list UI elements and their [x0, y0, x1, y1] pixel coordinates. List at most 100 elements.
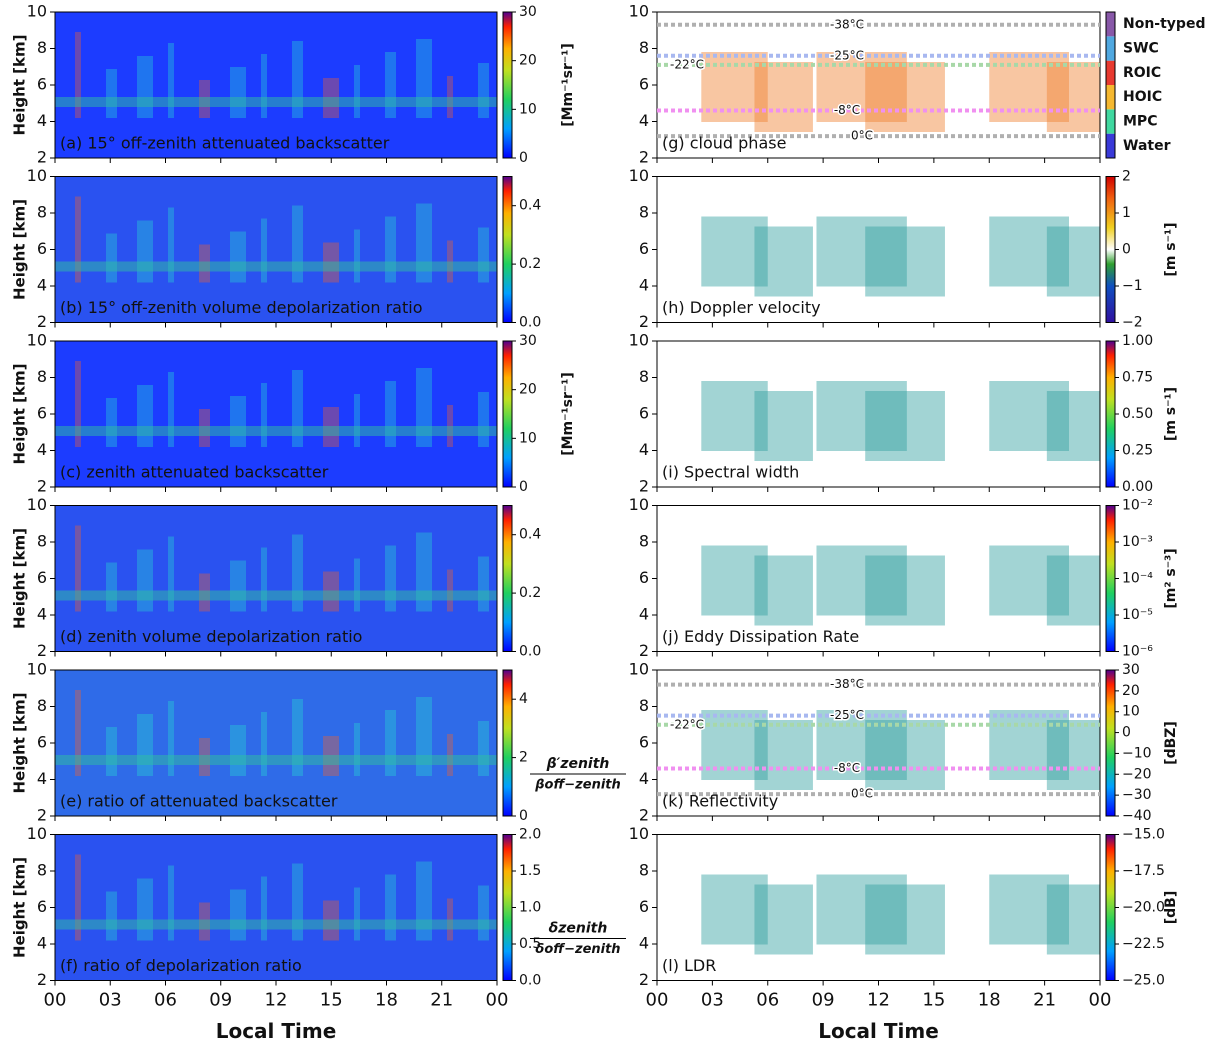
category-swatch	[1106, 85, 1115, 110]
colorbar-tick-label: −17.5	[1122, 863, 1165, 879]
colorbar-tick-label: 4	[519, 691, 528, 707]
y-tick-label: 8	[37, 38, 47, 57]
texture	[354, 723, 360, 776]
texture	[816, 381, 907, 451]
texture	[1046, 226, 1100, 297]
colorbar-tick-label: 10	[519, 430, 537, 446]
y-tick-label: 10	[629, 2, 649, 21]
texture	[292, 205, 303, 283]
isotherm-label: -22°C	[670, 57, 704, 71]
texture	[75, 32, 81, 118]
texture	[168, 536, 174, 612]
y-tick-label: 2	[639, 148, 649, 167]
x-tick-label: 21	[430, 990, 453, 1011]
y-tick-label: 8	[639, 203, 649, 222]
y-tick-label: 4	[639, 934, 649, 953]
texture	[1046, 884, 1100, 955]
y-tick-label: 10	[629, 660, 649, 679]
y-tick-label: 8	[639, 696, 649, 715]
colorbar-tick-label: 0.00	[1122, 479, 1153, 495]
texture	[354, 394, 360, 447]
y-tick-label: 6	[639, 568, 649, 587]
colorbar-tick-label: 1	[1122, 205, 1131, 221]
x-tick-label: 00	[486, 990, 509, 1011]
texture	[55, 919, 497, 930]
isotherm-label: 0°C	[851, 129, 873, 143]
colorbar-tick-label: 2.0	[519, 827, 541, 843]
plot-background	[657, 505, 1100, 652]
texture	[292, 41, 303, 118]
y-tick-label: 2	[37, 477, 47, 496]
colorbar-tick-label: 1.00	[1122, 333, 1153, 349]
texture	[1046, 555, 1100, 626]
texture	[55, 426, 497, 436]
x-tick-label: 12	[265, 990, 288, 1011]
texture	[106, 69, 117, 118]
x-tick-label: 15	[320, 990, 343, 1011]
y-tick-label: 6	[37, 239, 47, 258]
colorbar	[502, 505, 513, 652]
texture	[754, 555, 813, 626]
texture	[816, 874, 907, 945]
colorbar-tick-label: 20	[519, 53, 537, 69]
y-tick-label: 2	[639, 477, 649, 496]
category-label: MPC	[1123, 114, 1157, 130]
x-tick-label: 00	[646, 990, 669, 1011]
category-swatch	[1106, 60, 1115, 85]
texture	[385, 52, 396, 118]
plot-background	[55, 670, 497, 816]
y-tick-label: 4	[639, 111, 649, 130]
colorbar	[502, 11, 513, 159]
texture	[137, 385, 153, 447]
texture	[816, 216, 907, 287]
colorbar-tick-label: 0.4	[519, 198, 541, 214]
y-tick-label: 6	[639, 733, 649, 752]
texture	[701, 874, 768, 945]
panel-label: (d) zenith volume depolarization ratio	[60, 627, 362, 646]
colorbar	[1105, 834, 1116, 981]
texture	[106, 233, 117, 283]
colorbar-tick-label: 0	[1122, 242, 1131, 258]
colorbar-tick-label: 0.50	[1122, 406, 1153, 422]
texture	[75, 690, 81, 776]
y-axis-label: Height [km]	[11, 693, 29, 794]
colorbar-tick-label: 0.4	[519, 527, 541, 543]
panel-label: (e) ratio of attenuated backscatter	[60, 792, 338, 811]
y-axis-label: Height [km]	[11, 857, 29, 958]
y-axis-label: Height [km]	[11, 35, 29, 136]
y-tick-label: 4	[639, 440, 649, 459]
texture	[354, 558, 360, 612]
colorbar-tick-label: 10⁻⁵	[1122, 607, 1153, 623]
colorbar-tick-label: 1.0	[519, 900, 541, 916]
plot-background	[55, 834, 497, 981]
colorbar-label: [m² s⁻³]	[1163, 548, 1179, 608]
panel-label: (b) 15° off-zenith volume depolarization…	[60, 298, 423, 317]
texture	[168, 372, 174, 447]
colorbar-tick-label: 0	[519, 479, 528, 495]
colorbar-tick-label: 0	[519, 150, 528, 166]
y-axis-label: Height [km]	[11, 364, 29, 465]
plot-background	[55, 505, 497, 652]
colorbar-tick-label: 10⁻³	[1122, 534, 1153, 550]
colorbar-tick-label: 20	[519, 382, 537, 398]
x-tick-label: 18	[375, 990, 398, 1011]
colorbar-tick-label: 0	[519, 808, 528, 824]
x-tick-label: 21	[1033, 990, 1056, 1011]
texture	[989, 545, 1069, 616]
colorbar-tick-label: 0.25	[1122, 443, 1153, 459]
colorbar-tick-label: −2	[1122, 315, 1143, 331]
y-tick-label: 8	[639, 532, 649, 551]
isotherm-label: -22°C	[670, 717, 704, 731]
panel-label: (c) zenith attenuated backscatter	[60, 463, 329, 482]
colorbar-label-denominator: δoff−zenith	[535, 942, 620, 957]
y-tick-label: 10	[27, 824, 47, 843]
texture	[354, 229, 360, 283]
texture	[75, 525, 81, 612]
colorbar	[502, 340, 513, 488]
y-tick-label: 6	[639, 404, 649, 423]
texture	[292, 863, 303, 941]
texture	[354, 887, 360, 941]
texture	[292, 370, 303, 447]
plot-background	[55, 12, 497, 158]
